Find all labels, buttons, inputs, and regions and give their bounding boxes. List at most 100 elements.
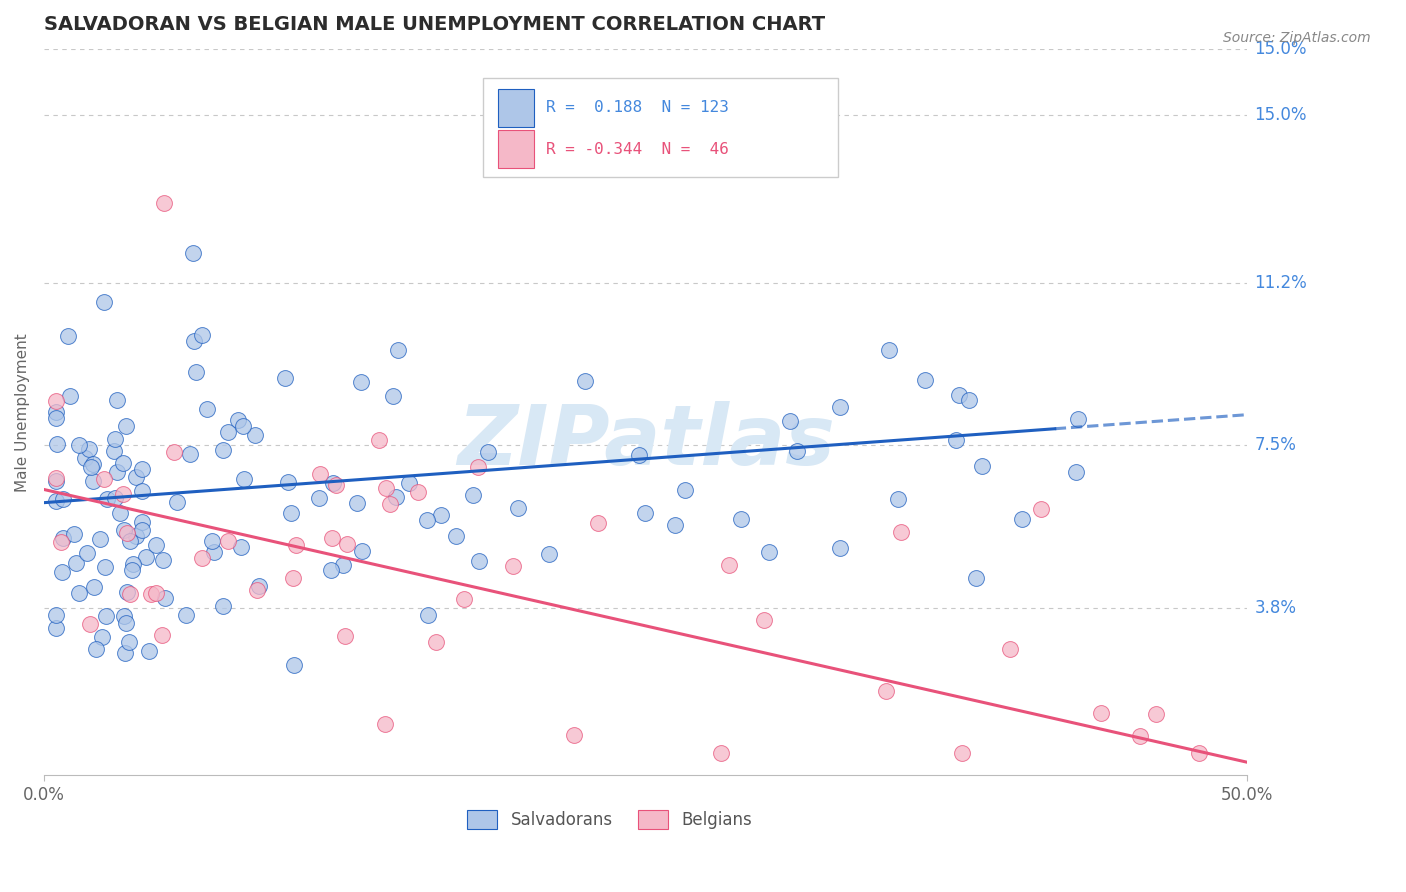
Point	[875, 683, 897, 698]
Point	[463, 488, 485, 502]
Point	[378, 497, 401, 511]
Point	[233, 472, 256, 486]
Point	[280, 507, 302, 521]
Point	[321, 564, 343, 578]
Point	[51, 534, 73, 549]
Point	[110, 506, 132, 520]
Point	[211, 599, 233, 614]
Point	[430, 508, 453, 523]
Point	[634, 506, 657, 520]
Point	[45, 410, 67, 425]
Point	[877, 343, 900, 357]
Point	[1144, 707, 1167, 722]
Point	[111, 487, 134, 501]
Point	[121, 563, 143, 577]
Point	[202, 545, 225, 559]
Point	[105, 392, 128, 407]
Point	[59, 389, 82, 403]
Point	[131, 515, 153, 529]
Point	[45, 493, 67, 508]
Point	[506, 501, 529, 516]
FancyBboxPatch shape	[484, 78, 838, 177]
Point	[352, 544, 374, 558]
Point	[115, 525, 138, 540]
Point	[67, 438, 90, 452]
Point	[346, 496, 368, 510]
Point	[425, 635, 447, 649]
Point	[114, 646, 136, 660]
Point	[730, 512, 752, 526]
Text: 15.0%: 15.0%	[1254, 106, 1308, 125]
Point	[562, 727, 585, 741]
Point	[112, 609, 135, 624]
Point	[94, 609, 117, 624]
Point	[112, 523, 135, 537]
Point	[350, 375, 373, 389]
Point	[828, 541, 851, 555]
Point	[322, 476, 344, 491]
Point	[281, 571, 304, 585]
Point	[93, 472, 115, 486]
Point	[538, 547, 561, 561]
Point	[63, 527, 86, 541]
Point	[45, 437, 67, 451]
Point	[467, 554, 489, 568]
Point	[309, 467, 332, 481]
Point	[627, 448, 650, 462]
Point	[103, 444, 125, 458]
Point	[67, 586, 90, 600]
Point	[90, 630, 112, 644]
Point	[1029, 502, 1052, 516]
Point	[56, 328, 79, 343]
Point	[52, 491, 75, 506]
Point	[752, 613, 775, 627]
Point	[131, 484, 153, 499]
Point	[94, 560, 117, 574]
Point	[277, 475, 299, 490]
Point	[45, 405, 67, 419]
Point	[75, 451, 97, 466]
Point	[45, 471, 67, 485]
Point	[197, 402, 219, 417]
Point	[243, 428, 266, 442]
Point	[1188, 747, 1211, 761]
Point	[387, 343, 409, 357]
Y-axis label: Male Unemployment: Male Unemployment	[15, 333, 30, 491]
Point	[131, 462, 153, 476]
Point	[45, 621, 67, 635]
Point	[321, 531, 343, 545]
Point	[332, 558, 354, 572]
Point	[467, 459, 489, 474]
Point	[122, 557, 145, 571]
Point	[828, 400, 851, 414]
Point	[217, 425, 239, 439]
Point	[972, 458, 994, 473]
Point	[308, 491, 330, 506]
Point	[82, 474, 104, 488]
Point	[191, 551, 214, 566]
Point	[51, 565, 73, 579]
Point	[381, 388, 404, 402]
Point	[145, 586, 167, 600]
Point	[274, 371, 297, 385]
Point	[152, 553, 174, 567]
Point	[914, 373, 936, 387]
Point	[166, 495, 188, 509]
Bar	[498, 130, 534, 168]
Point	[586, 516, 609, 530]
Point	[117, 635, 139, 649]
Point	[502, 559, 524, 574]
Point	[385, 490, 408, 504]
Text: 15.0%: 15.0%	[1254, 40, 1308, 59]
Point	[118, 534, 141, 549]
Point	[249, 579, 271, 593]
Point	[336, 536, 359, 550]
Point	[93, 295, 115, 310]
Point	[453, 591, 475, 606]
Point	[1129, 729, 1152, 743]
Point	[45, 394, 67, 409]
Point	[79, 617, 101, 632]
Point	[174, 608, 197, 623]
Point	[226, 413, 249, 427]
Point	[374, 717, 396, 731]
